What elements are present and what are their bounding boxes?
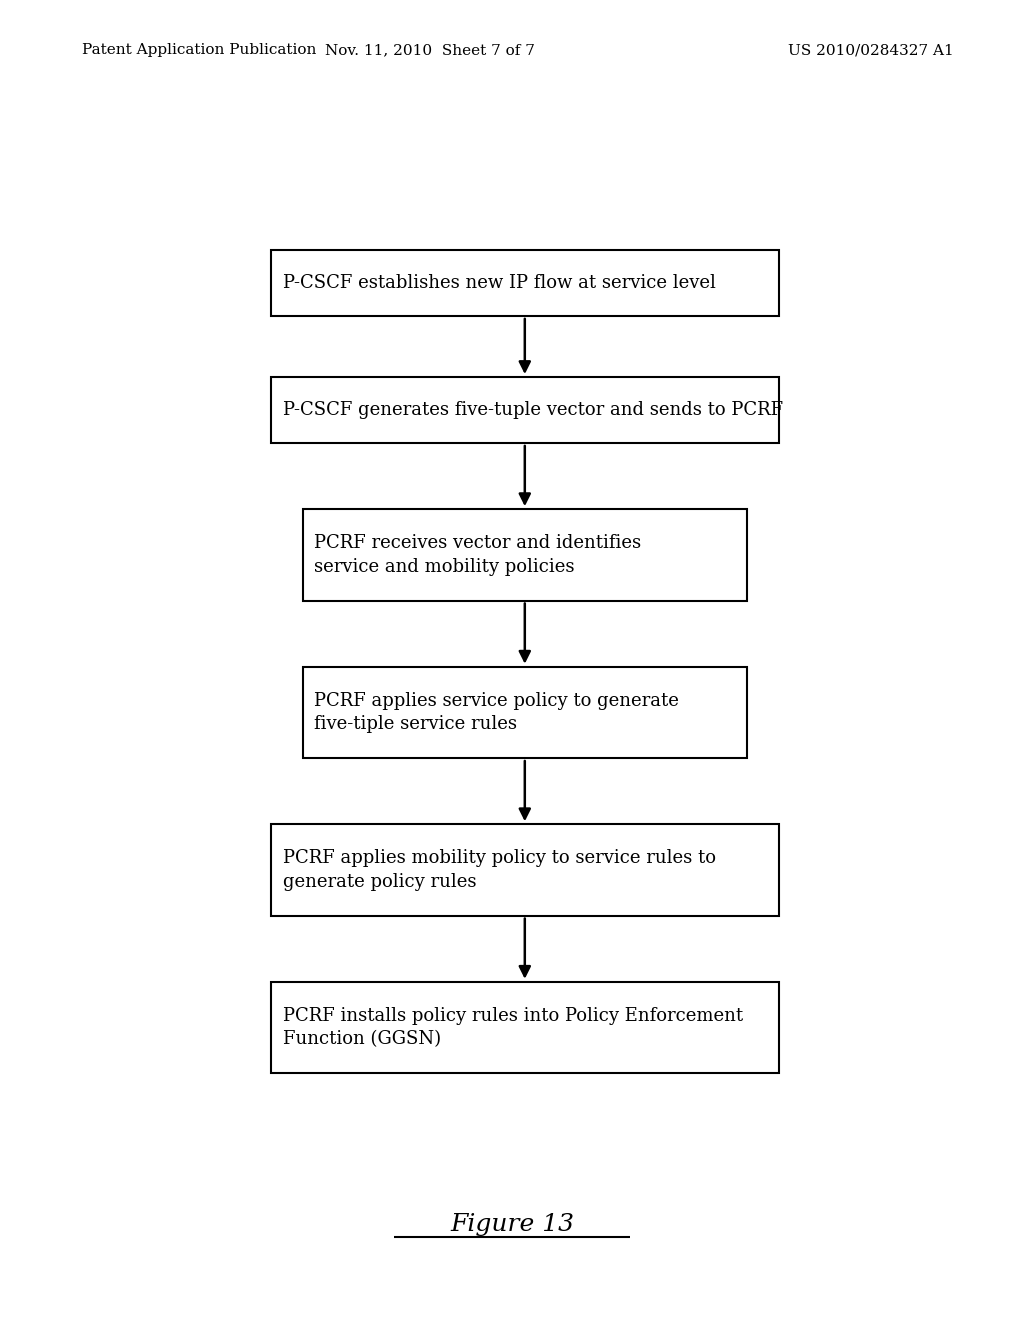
Text: P-CSCF establishes new IP flow at service level: P-CSCF establishes new IP flow at servic…	[283, 275, 716, 292]
Text: PCRF receives vector and identifies
service and mobility policies: PCRF receives vector and identifies serv…	[314, 535, 642, 576]
FancyBboxPatch shape	[270, 249, 779, 315]
FancyBboxPatch shape	[270, 982, 779, 1073]
Text: PCRF installs policy rules into Policy Enforcement
Function (GGSN): PCRF installs policy rules into Policy E…	[283, 1007, 742, 1048]
FancyBboxPatch shape	[303, 510, 748, 601]
FancyBboxPatch shape	[303, 667, 748, 758]
Text: P-CSCF generates five-tuple vector and sends to PCRF: P-CSCF generates five-tuple vector and s…	[283, 401, 783, 418]
Text: PCRF applies service policy to generate
five-tiple service rules: PCRF applies service policy to generate …	[314, 692, 679, 733]
Text: PCRF applies mobility policy to service rules to
generate policy rules: PCRF applies mobility policy to service …	[283, 849, 716, 891]
FancyBboxPatch shape	[270, 824, 779, 916]
FancyBboxPatch shape	[270, 378, 779, 444]
Text: Nov. 11, 2010  Sheet 7 of 7: Nov. 11, 2010 Sheet 7 of 7	[326, 44, 535, 57]
Text: Patent Application Publication: Patent Application Publication	[82, 44, 316, 57]
Text: Figure 13: Figure 13	[450, 1213, 574, 1237]
Text: US 2010/0284327 A1: US 2010/0284327 A1	[787, 44, 953, 57]
